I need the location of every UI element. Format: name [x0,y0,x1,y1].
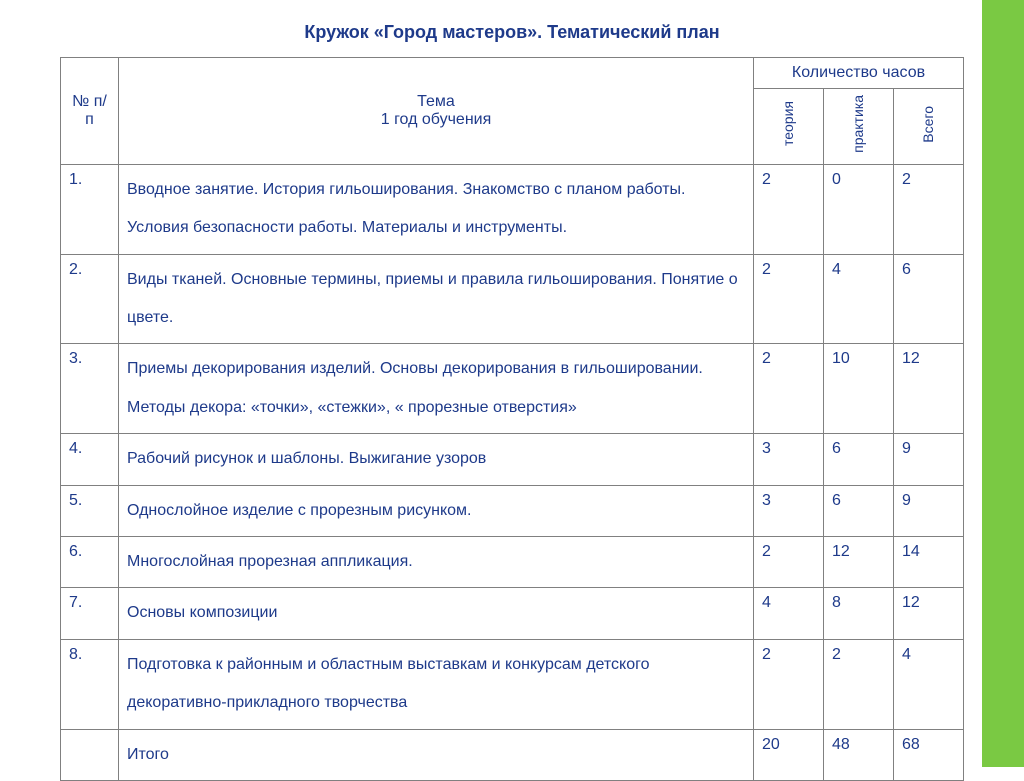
cell-num: 6. [61,537,119,588]
cell-hours: 8 [824,588,894,639]
cell-topic: Рабочий рисунок и шаблоны. Выжигание узо… [119,434,754,485]
table-row-total: Итого204868 [61,729,964,780]
header-num: № п/п [61,58,119,165]
cell-hours: 6 [824,485,894,536]
cell-hours: 6 [824,434,894,485]
cell-topic: Однослойное изделие с прорезным рисунком… [119,485,754,536]
table-row: 4.Рабочий рисунок и шаблоны. Выжигание у… [61,434,964,485]
decoration-stripe [982,0,1024,767]
cell-hours: 6 [894,254,964,344]
cell-hours: 9 [894,485,964,536]
table-row: 5.Однослойное изделие с прорезным рисунк… [61,485,964,536]
cell-hours: 2 [754,254,824,344]
cell-hours: 2 [754,537,824,588]
cell-hours: 12 [894,344,964,434]
cell-hours: 2 [754,639,824,729]
cell-topic: Приемы декорирования изделий. Основы дек… [119,344,754,434]
cell-hours: 10 [824,344,894,434]
cell-hours: 2 [824,639,894,729]
cell-hours: 2 [894,164,964,254]
cell-num: 3. [61,344,119,434]
cell-num: 7. [61,588,119,639]
cell-num [61,729,119,780]
table-row: 3.Приемы декорирования изделий. Основы д… [61,344,964,434]
cell-num: 8. [61,639,119,729]
header-total: Всего [894,89,964,165]
cell-topic: Виды тканей. Основные термины, приемы и … [119,254,754,344]
cell-hours: 4 [894,639,964,729]
cell-hours: 4 [754,588,824,639]
cell-hours: 20 [754,729,824,780]
cell-hours: 3 [754,485,824,536]
cell-num: 5. [61,485,119,536]
cell-hours: 48 [824,729,894,780]
cell-hours: 0 [824,164,894,254]
table-row: 2.Виды тканей. Основные термины, приемы … [61,254,964,344]
cell-hours: 14 [894,537,964,588]
cell-num: 1. [61,164,119,254]
cell-topic: Основы композиции [119,588,754,639]
plan-table: № п/п Тема 1 год обучения Количество час… [60,57,964,781]
table-row: 1.Вводное занятие. История гильошировани… [61,164,964,254]
table-row: 7.Основы композиции4812 [61,588,964,639]
cell-hours: 12 [894,588,964,639]
cell-hours: 9 [894,434,964,485]
cell-num: 2. [61,254,119,344]
cell-topic: Итого [119,729,754,780]
header-practice: практика [824,89,894,165]
cell-num: 4. [61,434,119,485]
header-topic: Тема 1 год обучения [119,58,754,165]
table-container: № п/п Тема 1 год обучения Количество час… [0,57,1024,781]
cell-hours: 2 [754,344,824,434]
cell-hours: 12 [824,537,894,588]
header-theory: теория [754,89,824,165]
page-title: Кружок «Город мастеров». Тематический пл… [0,0,1024,57]
cell-hours: 3 [754,434,824,485]
cell-topic: Вводное занятие. История гильоширования.… [119,164,754,254]
header-hours-group: Количество часов [754,58,964,89]
cell-hours: 2 [754,164,824,254]
table-row: 8. Подготовка к районным и областным выс… [61,639,964,729]
cell-topic: Подготовка к районным и областным выстав… [119,639,754,729]
table-row: 6.Многослойная прорезная аппликация.2121… [61,537,964,588]
cell-topic: Многослойная прорезная аппликация. [119,537,754,588]
cell-hours: 68 [894,729,964,780]
cell-hours: 4 [824,254,894,344]
